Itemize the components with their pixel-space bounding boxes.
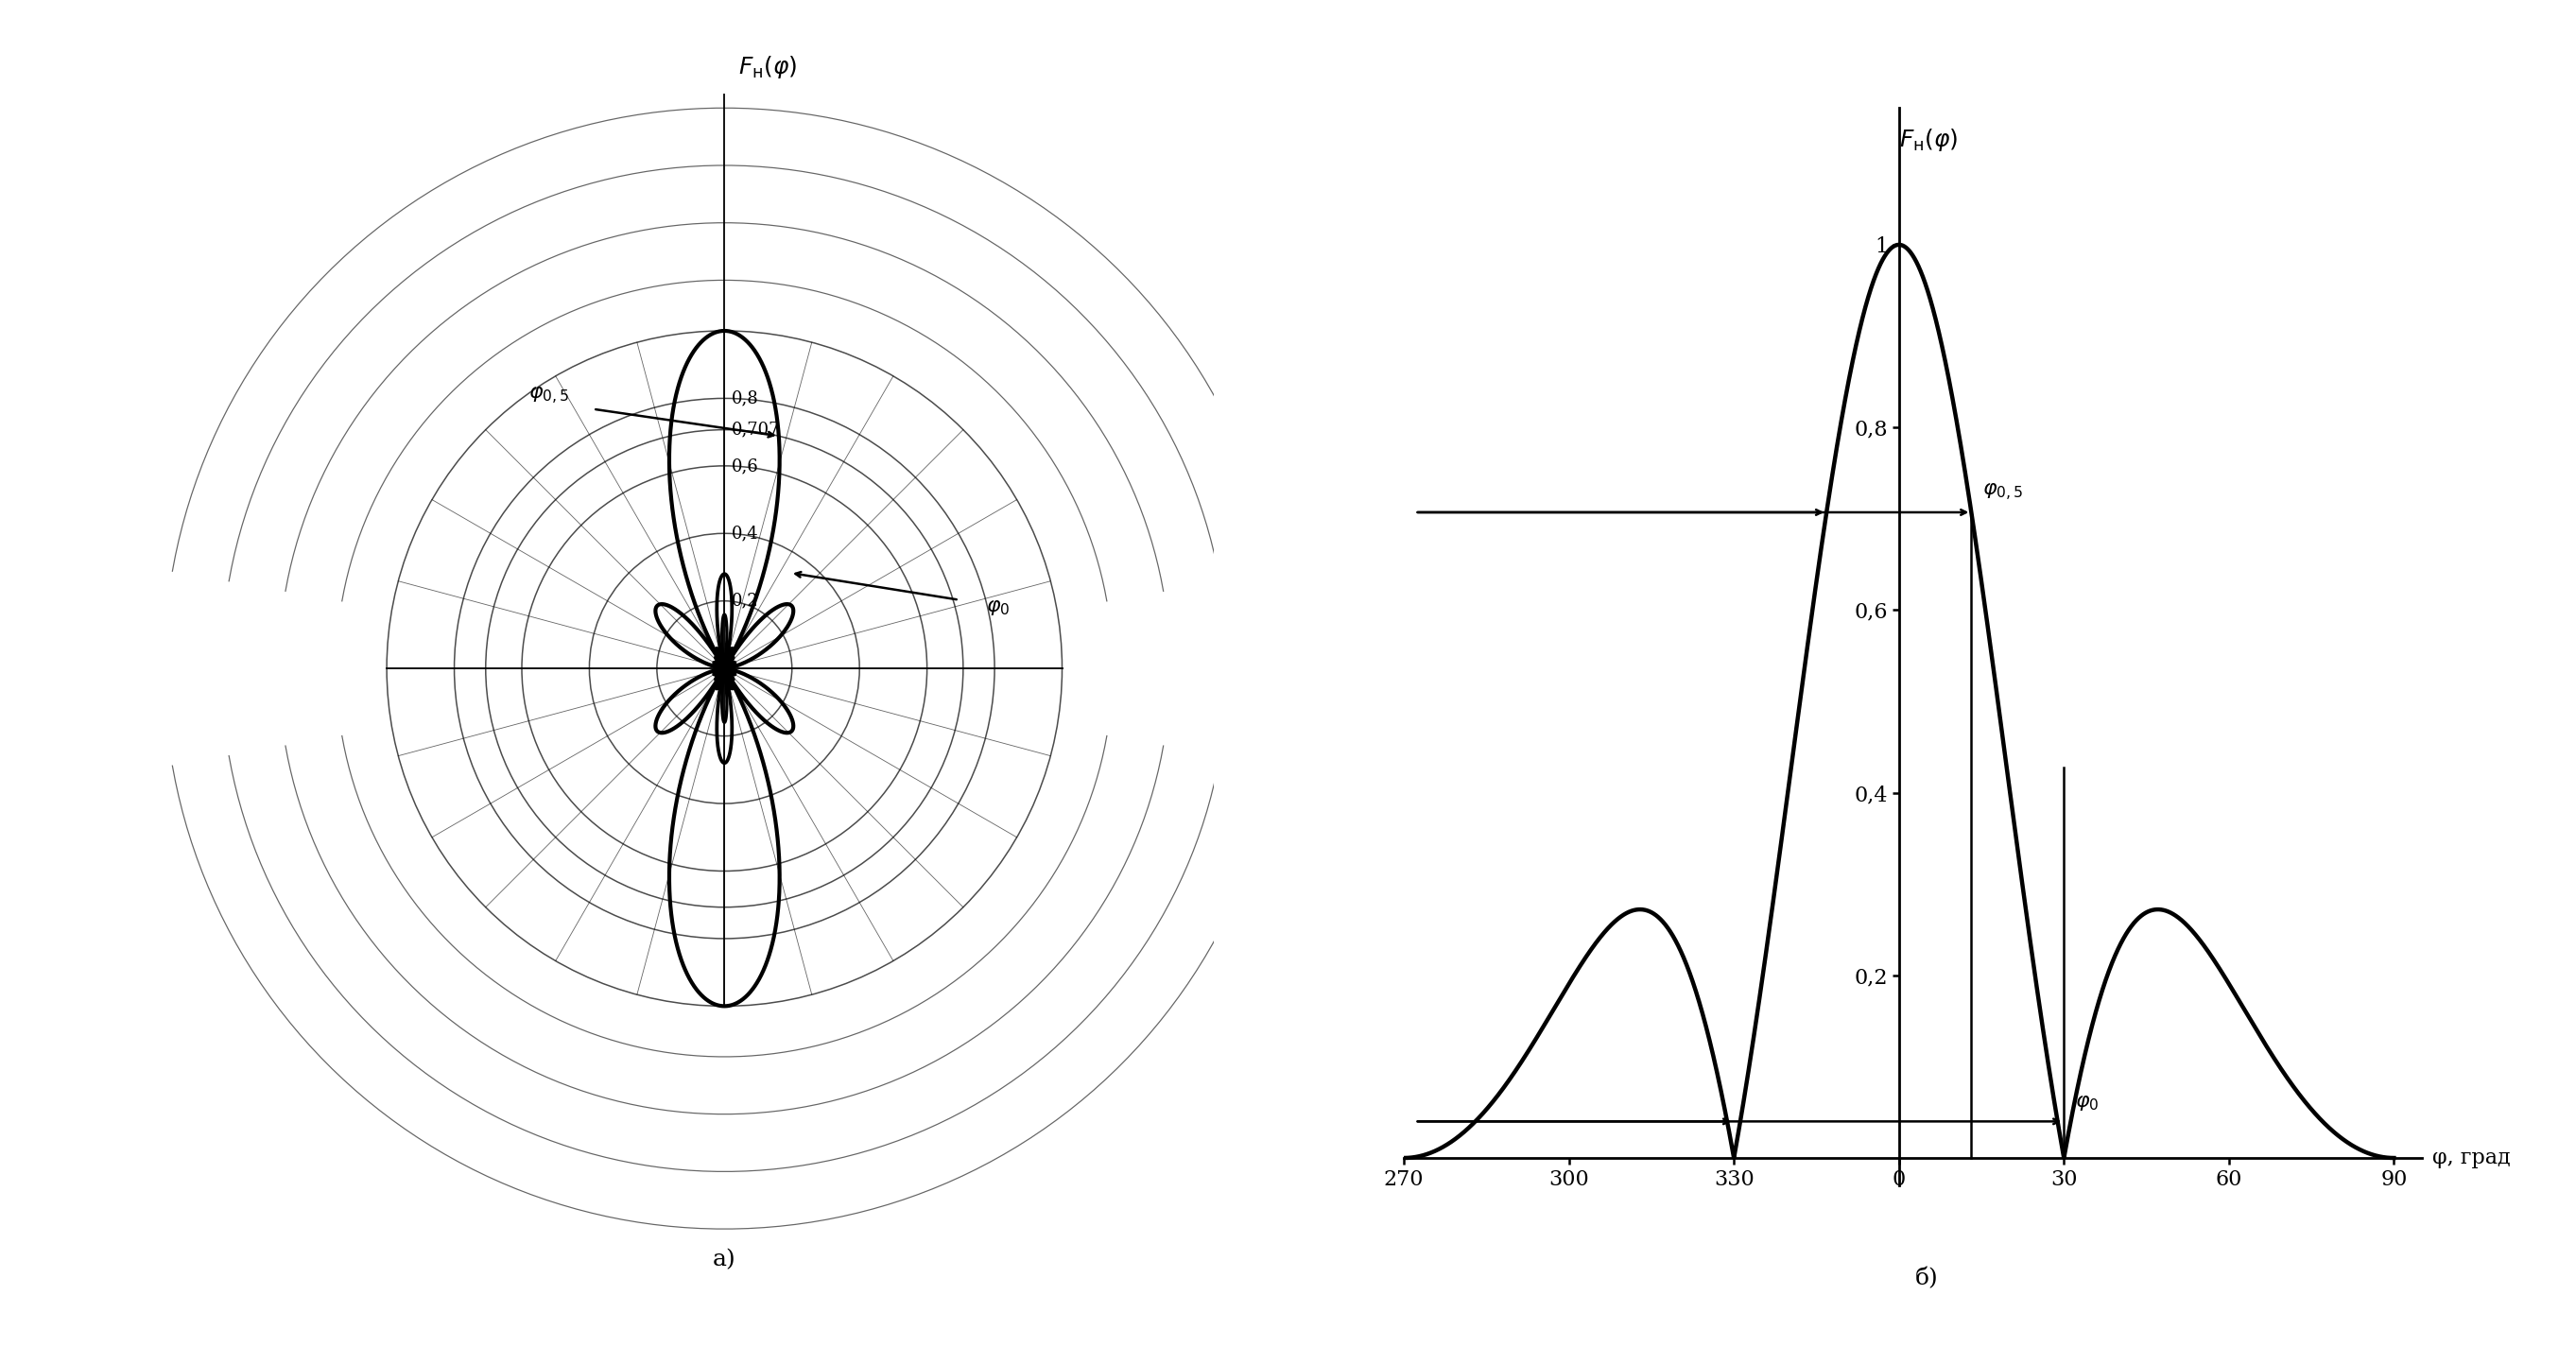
Text: $\varphi_0$: $\varphi_0$ [987, 597, 1010, 617]
Text: а): а) [714, 1249, 737, 1272]
Text: $F_\mathrm{н}(\varphi)$: $F_\mathrm{н}(\varphi)$ [1899, 127, 1958, 154]
Text: $\varphi_{0,5}$: $\varphi_{0,5}$ [528, 385, 569, 405]
Text: 0,6: 0,6 [732, 458, 757, 474]
Text: φ, град: φ, град [2432, 1148, 2512, 1168]
Text: $F_\mathrm{н}(\varphi)$: $F_\mathrm{н}(\varphi)$ [737, 54, 796, 81]
Text: 0,2: 0,2 [732, 593, 757, 609]
Text: $\varphi_0$: $\varphi_0$ [2074, 1091, 2099, 1113]
Text: 0,4: 0,4 [732, 525, 757, 541]
Text: б): б) [1914, 1268, 1937, 1289]
Text: 0,707: 0,707 [732, 422, 781, 438]
Text: $\varphi_{0,5}$: $\varphi_{0,5}$ [1984, 482, 2022, 504]
Text: 0,8: 0,8 [732, 389, 757, 407]
